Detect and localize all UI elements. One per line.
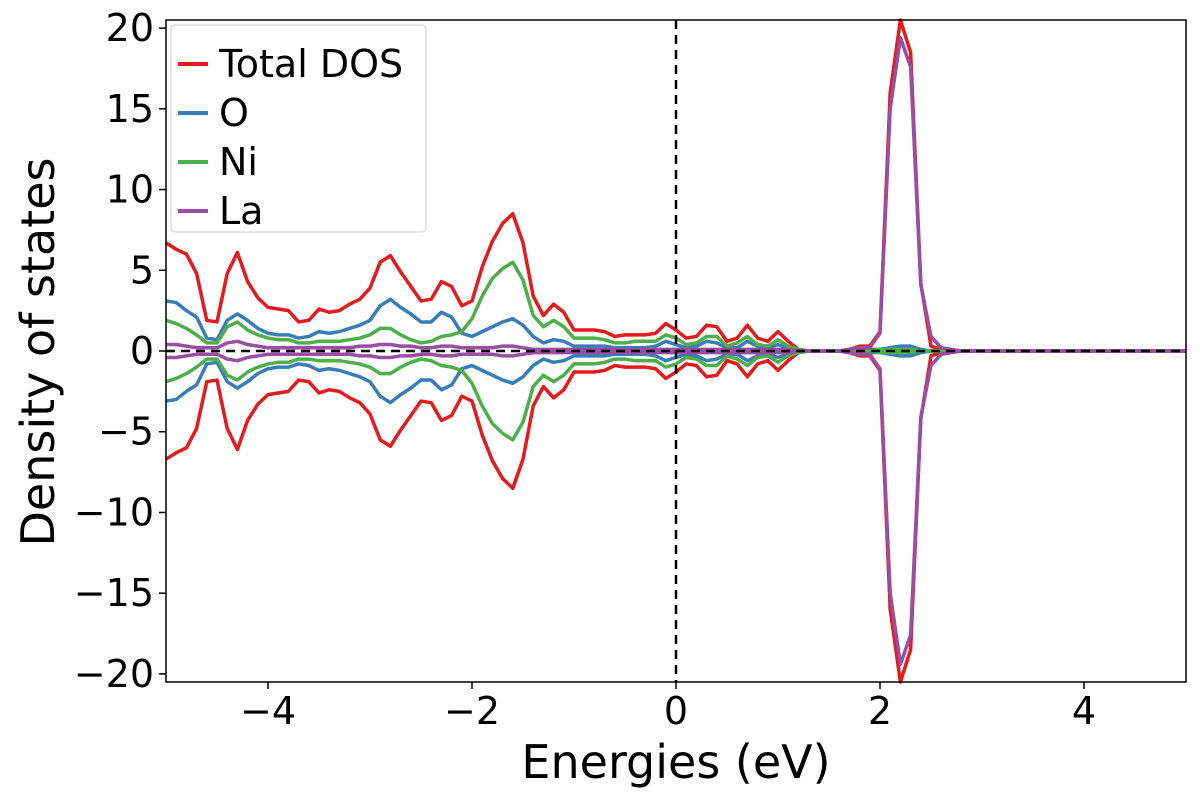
x-tick-label: 0 xyxy=(664,689,688,733)
y-tick-label: 0 xyxy=(130,329,154,373)
y-tick-label: 10 xyxy=(106,168,154,212)
y-axis-ticks: −20 −15 −10 −5 0 5 10 15 20 xyxy=(74,6,166,696)
y-axis-label: Density of states xyxy=(11,158,65,547)
legend-box xyxy=(170,24,427,233)
legend-label-ni: Ni xyxy=(219,140,258,184)
y-tick-label: 5 xyxy=(130,248,154,292)
y-tick-label: −15 xyxy=(74,571,154,615)
y-tick-label: −5 xyxy=(98,410,154,454)
y-tick-label: −10 xyxy=(74,490,154,534)
x-axis-label: Energies (eV) xyxy=(521,735,830,789)
y-tick-label: −20 xyxy=(74,652,154,696)
x-tick-label: −4 xyxy=(240,689,296,733)
x-tick-label: −2 xyxy=(444,689,500,733)
legend-label-total-dos: Total DOS xyxy=(218,42,403,86)
x-tick-label: 2 xyxy=(868,689,892,733)
x-axis-ticks: −4 −2 0 2 4 xyxy=(240,682,1096,733)
legend: Total DOS O Ni La xyxy=(170,24,427,233)
reference-lines xyxy=(166,20,1186,682)
legend-label-o: O xyxy=(219,91,249,135)
y-tick-label: 15 xyxy=(106,87,154,131)
legend-label-la: La xyxy=(219,189,263,233)
y-tick-label: 20 xyxy=(106,6,154,50)
x-tick-label: 4 xyxy=(1072,689,1096,733)
